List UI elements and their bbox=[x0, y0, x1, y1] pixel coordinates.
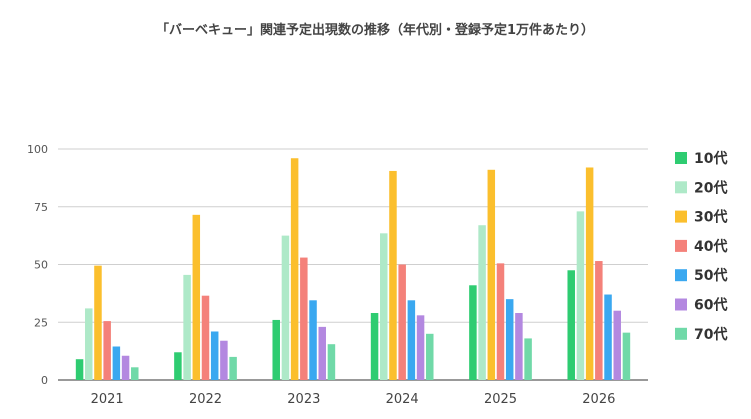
bar-2021-50代 bbox=[112, 346, 121, 380]
bar-2024-20代 bbox=[380, 233, 388, 380]
legend-label: 40代 bbox=[694, 238, 727, 255]
bar-2021-10代 bbox=[75, 359, 84, 380]
bar-2024-40代 bbox=[398, 264, 406, 380]
legend-swatch bbox=[675, 181, 687, 194]
y-tick-label: 0 bbox=[41, 374, 48, 387]
legend-swatch bbox=[675, 210, 687, 223]
bar-2022-40代 bbox=[201, 295, 210, 380]
y-tick-label: 75 bbox=[34, 201, 48, 214]
bar-2022-20代 bbox=[183, 274, 191, 380]
bar-2025-10代 bbox=[469, 285, 477, 380]
bar-2026-50代 bbox=[604, 294, 612, 380]
bar-2022-60代 bbox=[220, 340, 228, 380]
x-tick-label: 2025 bbox=[484, 392, 517, 407]
bar-2022-30代 bbox=[192, 214, 201, 380]
bar-2023-70代 bbox=[327, 344, 336, 380]
y-axis-ticks: 0 25 50 75 100 bbox=[27, 143, 48, 387]
bar-2025-30代 bbox=[487, 169, 496, 380]
bar-2026-70代 bbox=[622, 332, 631, 380]
bar-2023-50代 bbox=[309, 300, 317, 380]
bar-2021-60代 bbox=[121, 355, 130, 380]
x-axis-ticks: 2021 2022 2023 2024 2025 2026 bbox=[91, 392, 616, 407]
bar-2025-70代 bbox=[524, 338, 532, 380]
bar-2026-10代 bbox=[567, 270, 575, 380]
bar-2024-10代 bbox=[370, 313, 379, 380]
y-tick-label: 25 bbox=[34, 316, 48, 329]
legend-swatch bbox=[675, 327, 687, 340]
bar-2026-40代 bbox=[595, 261, 603, 380]
legend-swatch bbox=[675, 269, 687, 282]
legend-swatch bbox=[675, 152, 687, 164]
x-tick-label: 2024 bbox=[386, 392, 419, 407]
bars bbox=[75, 158, 631, 380]
x-tick-label: 2021 bbox=[91, 392, 124, 407]
bar-2023-60代 bbox=[318, 326, 326, 380]
bar-2024-50代 bbox=[407, 300, 416, 380]
bar-2021-70代 bbox=[131, 367, 139, 380]
y-tick-label: 100 bbox=[27, 143, 48, 156]
bar-2023-40代 bbox=[300, 257, 308, 380]
bar-2022-50代 bbox=[210, 331, 219, 380]
legend-swatch bbox=[675, 298, 687, 311]
legend-label: 70代 bbox=[694, 326, 727, 343]
bar-2025-20代 bbox=[478, 225, 486, 380]
chart-title: 「バーベキュー」関連予定出現数の推移（年代別・登録予定1万件あたり） bbox=[156, 22, 594, 38]
bar-2024-60代 bbox=[416, 315, 425, 380]
legend-swatch bbox=[675, 239, 687, 252]
bar-2026-30代 bbox=[585, 167, 594, 380]
x-tick-label: 2022 bbox=[189, 392, 222, 407]
grid-lines bbox=[58, 148, 648, 381]
bar-2026-20代 bbox=[576, 211, 585, 380]
bar-2023-30代 bbox=[290, 158, 299, 380]
x-tick-label: 2026 bbox=[582, 392, 615, 407]
legend-label: 20代 bbox=[694, 179, 727, 196]
x-tick-label: 2023 bbox=[287, 392, 320, 407]
bar-2026-60代 bbox=[613, 310, 621, 380]
bar-2021-20代 bbox=[85, 308, 93, 380]
bar-2021-40代 bbox=[103, 321, 111, 380]
bar-2023-20代 bbox=[281, 235, 290, 380]
bar-2024-30代 bbox=[389, 170, 397, 380]
legend-label: 10代 bbox=[694, 150, 727, 167]
y-tick-label: 50 bbox=[34, 259, 48, 272]
bar-2025-60代 bbox=[515, 313, 523, 380]
legend-label: 30代 bbox=[694, 209, 727, 226]
bar-2025-40代 bbox=[496, 263, 505, 380]
bar-2025-50代 bbox=[505, 299, 514, 380]
bar-2021-30代 bbox=[94, 265, 102, 380]
bar-2022-70代 bbox=[229, 356, 237, 380]
legend-label: 50代 bbox=[694, 267, 727, 284]
legend: 10代 20代 30代 40代 50代 60代 70代 bbox=[675, 150, 727, 343]
bar-2022-10代 bbox=[174, 352, 182, 380]
bar-2024-70代 bbox=[426, 333, 434, 380]
bar-2023-10代 bbox=[272, 319, 280, 380]
legend-label: 60代 bbox=[694, 297, 727, 314]
